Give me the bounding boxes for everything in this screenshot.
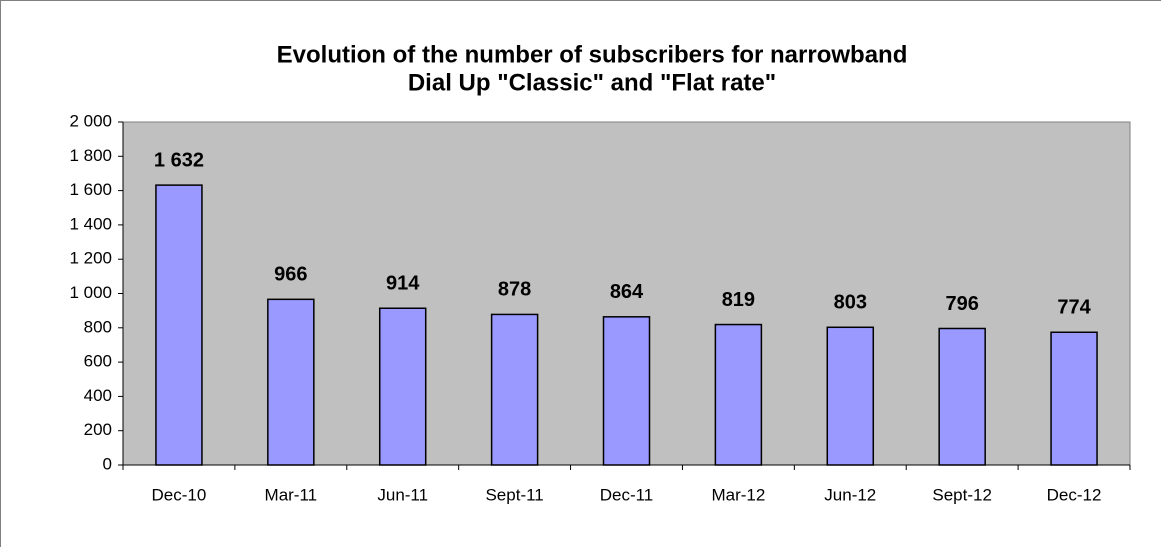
y-tick-label: 600 — [84, 352, 112, 371]
x-tick-label: Sept-12 — [932, 485, 992, 504]
bar — [602, 316, 651, 466]
data-label: 864 — [610, 281, 644, 303]
x-tick-label: Dec-10 — [152, 485, 207, 504]
bar — [155, 184, 203, 466]
bar — [378, 307, 427, 466]
chart-title: Dial Up "Classic" and "Flat rate" — [408, 69, 776, 96]
data-label: 803 — [834, 292, 867, 314]
x-tick-label: Sept-11 — [485, 485, 543, 504]
y-tick-label: 0 — [103, 454, 112, 473]
data-label: 878 — [498, 279, 531, 301]
bar — [938, 327, 986, 466]
data-label: 914 — [386, 273, 420, 295]
bar — [490, 313, 539, 466]
x-tick-label: Mar-12 — [711, 485, 765, 504]
x-tick-label: Jun-12 — [824, 485, 876, 504]
data-label: 774 — [1057, 297, 1091, 319]
y-tick-label: 800 — [84, 317, 112, 336]
y-tick-label: 1 400 — [69, 214, 112, 233]
y-tick-label: 1 600 — [69, 180, 112, 199]
y-tick-label: 1 800 — [69, 146, 112, 165]
y-tick-label: 1 000 — [69, 283, 112, 302]
x-tick-label: Dec-11 — [600, 485, 654, 504]
data-label: 1 632 — [154, 149, 204, 171]
bar — [1050, 331, 1098, 466]
bar — [267, 298, 315, 466]
y-tick-label: 400 — [84, 386, 112, 405]
bar — [826, 326, 875, 466]
x-tick-label: Dec-12 — [1047, 485, 1102, 504]
data-label: 796 — [945, 293, 978, 315]
y-tick-label: 200 — [84, 420, 112, 439]
y-tick-label: 2 000 — [69, 111, 112, 130]
data-label: 966 — [274, 264, 307, 286]
x-tick-label: Mar-11 — [265, 485, 318, 504]
chart-title: Evolution of the number of subscribers f… — [277, 41, 908, 68]
data-label: 819 — [722, 289, 755, 311]
y-tick-label: 1 200 — [69, 249, 112, 268]
bar — [714, 323, 763, 466]
x-tick-label: Jun-11 — [377, 485, 428, 504]
